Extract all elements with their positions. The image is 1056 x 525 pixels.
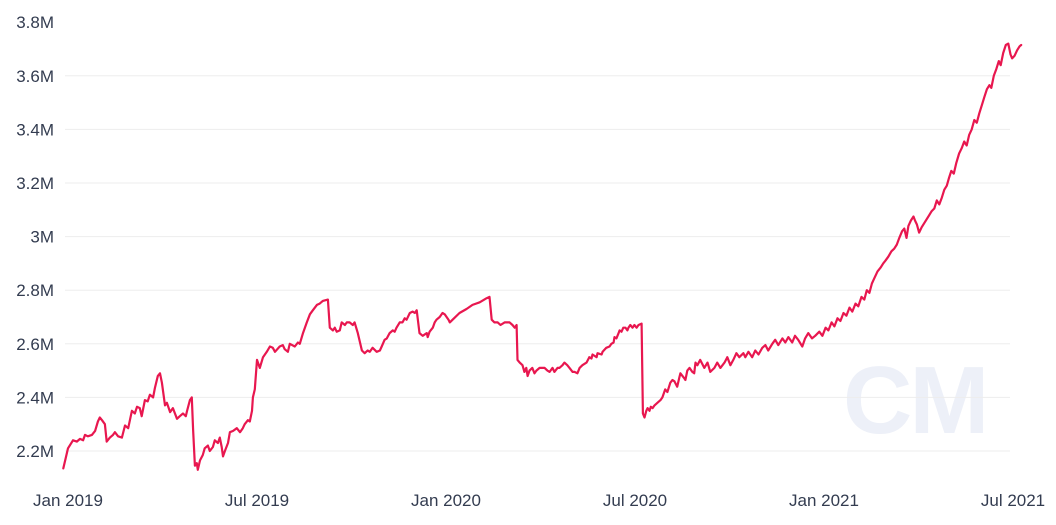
x-axis-tick-label: Jan 2019 (33, 491, 103, 510)
y-axis-labels: 2.2M 2.4M 2.6M 2.8M 3M 3.2M 3.4M 3.6M 3.8M (16, 13, 54, 461)
plot-area[interactable] (63, 10, 1022, 470)
data-series (62, 42, 1023, 471)
y-axis-tick-label: 3.8M (16, 13, 54, 32)
x-axis-tick-label: Jan 2021 (789, 491, 859, 510)
x-axis-tick-label: Jul 2021 (981, 491, 1045, 510)
y-axis-tick-label: 2.8M (16, 281, 54, 300)
y-axis-tick-label: 2.2M (16, 442, 54, 461)
y-axis-tick-label: 3.6M (16, 67, 54, 86)
y-axis-tick-label: 3.4M (16, 120, 54, 139)
x-axis-labels: Jan 2019 Jul 2019 Jan 2020 Jul 2020 Jan 2021… (33, 491, 1045, 510)
y-axis-tick-label: 2.4M (16, 388, 54, 407)
y-axis-tick-label: 3.2M (16, 174, 54, 193)
x-axis-tick-label: Jul 2019 (225, 491, 289, 510)
y-axis-tick-label: 3M (30, 228, 54, 247)
y-axis-tick-label: 2.6M (16, 335, 54, 354)
x-axis-tick-label: Jan 2020 (411, 491, 481, 510)
coinmetrics-watermark: CM (843, 347, 986, 454)
series-line (62, 42, 1023, 471)
x-axis-tick-label: Jul 2020 (603, 491, 667, 510)
